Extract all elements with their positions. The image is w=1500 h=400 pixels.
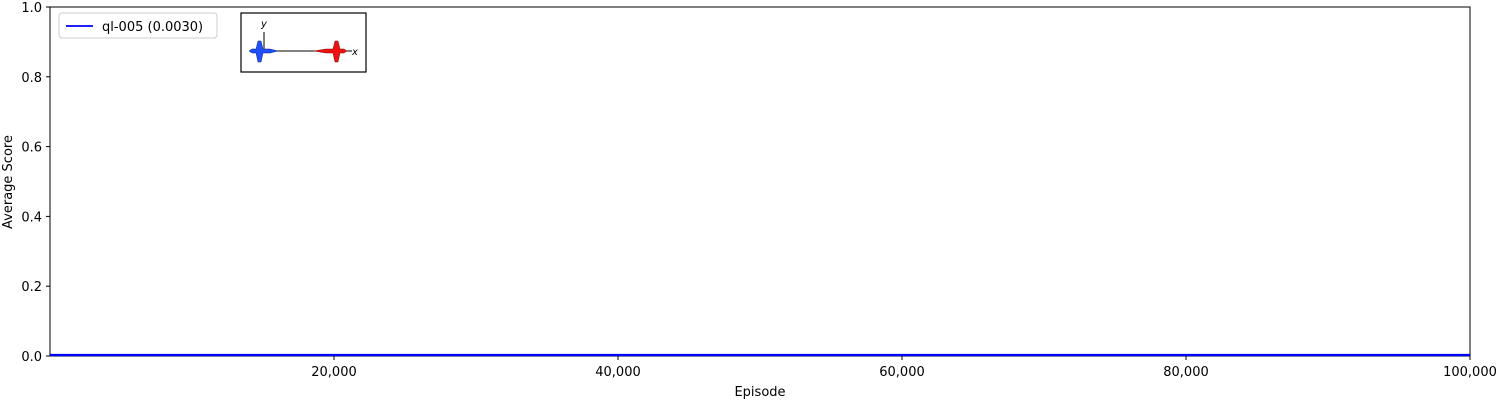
x-tick-label: 40,000 xyxy=(595,365,641,380)
blue-aircraft-icon xyxy=(248,40,279,63)
x-tick-label: 20,000 xyxy=(311,365,357,380)
inset-frame xyxy=(240,12,367,73)
legend-label-ql-005: ql-005 (0.0030) xyxy=(102,20,203,35)
legend: ql-005 (0.0030) xyxy=(58,12,218,39)
x-tick-label: 60,000 xyxy=(879,365,925,380)
y-tick-label: 0.8 xyxy=(21,71,42,86)
x-tick-label: 80,000 xyxy=(1163,365,1209,380)
x-tick-label: 100,000 xyxy=(1443,365,1497,380)
y-axis-ticks: 0.0 0.2 0.4 0.6 0.8 1.0 xyxy=(21,1,50,365)
y-tick-label: 0.2 xyxy=(21,280,42,295)
inset-illustration: y x xyxy=(240,12,367,73)
y-tick-label: 1.0 xyxy=(21,1,42,16)
red-aircraft-icon xyxy=(313,40,348,63)
y-tick-label: 0.0 xyxy=(21,350,42,365)
x-axis-label: Episode xyxy=(734,385,785,400)
y-tick-label: 0.4 xyxy=(21,210,42,225)
x-axis-ticks: 20,000 40,000 60,000 80,000 100,000 xyxy=(311,356,1497,380)
y-axis-label: Average Score xyxy=(1,135,16,229)
legend-box xyxy=(58,12,218,39)
inset-y-label: y xyxy=(260,19,268,30)
y-tick-label: 0.6 xyxy=(21,141,42,156)
inset-x-label: x xyxy=(351,47,358,58)
